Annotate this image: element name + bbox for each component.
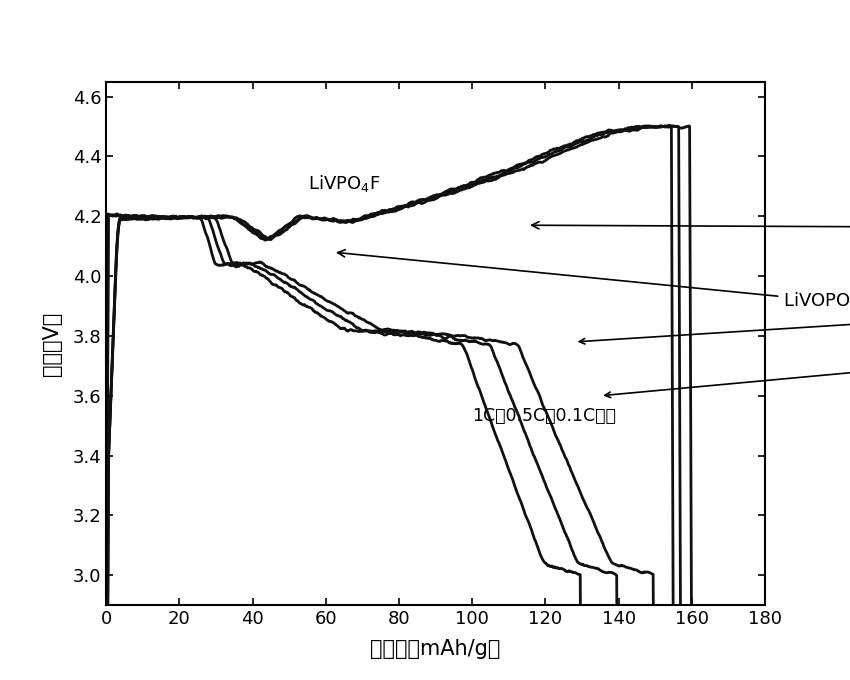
Text: Li$_3$V$_2$(PO$_4$)$_3$: Li$_3$V$_2$(PO$_4$)$_3$ bbox=[532, 221, 850, 242]
X-axis label: 比容量（mAh/g）: 比容量（mAh/g） bbox=[371, 639, 501, 659]
Y-axis label: 电压（V）: 电压（V） bbox=[42, 311, 61, 375]
Text: LiVOPO$_4$: LiVOPO$_4$ bbox=[337, 250, 850, 311]
Text: 1C、0.5C、0.1C放电: 1C、0.5C、0.1C放电 bbox=[473, 407, 616, 425]
Text: LiVPO$_4$F: LiVPO$_4$F bbox=[308, 173, 380, 194]
